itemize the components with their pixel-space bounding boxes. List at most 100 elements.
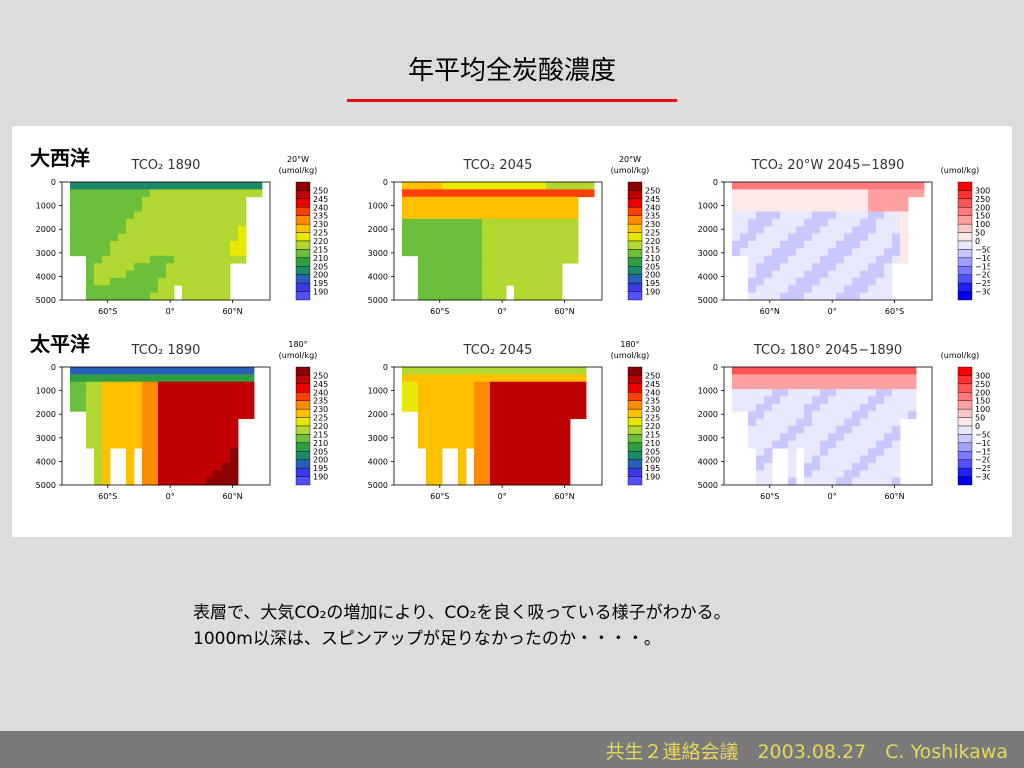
field-cell xyxy=(150,182,159,190)
field-cell xyxy=(134,426,143,434)
field-cell xyxy=(418,374,427,383)
field-cell xyxy=(828,448,837,456)
field-cell xyxy=(182,270,191,279)
field-cell xyxy=(756,381,765,390)
field-cell xyxy=(190,182,199,190)
field-cell xyxy=(418,233,427,242)
field-cell xyxy=(118,270,127,279)
field-cell xyxy=(788,241,797,249)
colorbar-label: −50 xyxy=(975,430,990,439)
field-cell xyxy=(142,367,151,375)
field-cell xyxy=(150,440,159,449)
field-cell xyxy=(402,218,411,227)
field-cell xyxy=(410,204,419,212)
field-cell xyxy=(780,226,789,235)
field-cell xyxy=(450,218,459,227)
field-cell xyxy=(852,196,861,205)
field-cell xyxy=(86,196,95,205)
section-label-pacific: 太平洋 xyxy=(30,332,90,356)
field-cell xyxy=(836,211,845,220)
field-cell xyxy=(772,440,781,449)
field-cell xyxy=(150,462,159,471)
field-cell xyxy=(900,403,909,412)
field-cell xyxy=(884,389,893,397)
field-cell xyxy=(142,211,151,220)
field-cell xyxy=(466,255,475,264)
field-cell xyxy=(230,211,239,220)
field-cell xyxy=(562,426,571,434)
field-cell xyxy=(206,418,215,427)
field-cell xyxy=(166,233,175,242)
field-cell xyxy=(222,462,231,471)
field-cell xyxy=(94,440,103,449)
field-cell xyxy=(788,255,797,264)
field-cell xyxy=(804,226,813,235)
field-cell xyxy=(538,211,547,220)
field-cell xyxy=(530,411,539,420)
field-cell xyxy=(554,433,563,442)
field-cell xyxy=(764,448,773,456)
colorbar-box xyxy=(627,198,643,208)
colorbar-box xyxy=(627,451,643,460)
field-cell xyxy=(732,389,741,397)
field-cell xyxy=(748,285,757,294)
field-cell xyxy=(868,403,877,412)
field-cell xyxy=(450,367,459,375)
field-cell xyxy=(182,196,191,205)
field-cell xyxy=(506,455,515,464)
field-cell xyxy=(562,381,571,390)
field-cell xyxy=(852,448,861,456)
field-cell xyxy=(780,374,789,383)
field-cell xyxy=(426,462,435,471)
field-cell xyxy=(586,182,595,190)
field-cell xyxy=(522,389,531,397)
field-cell xyxy=(908,374,917,383)
slide-title: 年平均全炭酸濃度 xyxy=(407,56,616,86)
field-cell xyxy=(102,255,111,264)
field-cell xyxy=(466,381,475,390)
colorbar-label: 2450 xyxy=(313,195,328,204)
field-cell xyxy=(804,477,813,486)
field-cell xyxy=(884,204,893,212)
field-cell xyxy=(892,448,901,456)
field-cell xyxy=(828,455,837,464)
field-cell xyxy=(812,389,821,397)
field-cell xyxy=(764,211,773,220)
field-cell xyxy=(836,426,845,434)
field-cell xyxy=(150,396,159,405)
field-cell xyxy=(78,374,87,383)
field-cell xyxy=(238,411,247,420)
field-cell xyxy=(150,411,159,420)
field-cell xyxy=(538,277,547,286)
field-cell xyxy=(562,440,571,449)
field-cell xyxy=(844,462,853,471)
field-cell xyxy=(740,241,749,249)
field-cell xyxy=(222,411,231,420)
field-cell xyxy=(466,241,475,249)
field-cell xyxy=(174,440,183,449)
field-cell xyxy=(426,470,435,479)
field-cell xyxy=(530,403,539,412)
field-cell xyxy=(418,248,427,257)
colorbar-box xyxy=(295,207,311,216)
field-cell xyxy=(190,263,199,271)
field-cell xyxy=(828,285,837,294)
field-cell xyxy=(732,204,741,212)
field-cell xyxy=(402,233,411,242)
field-cell xyxy=(852,470,861,479)
field-cell xyxy=(506,374,515,383)
field-cell xyxy=(458,381,467,390)
y-tick-label: 1000 xyxy=(36,202,56,211)
field-cell xyxy=(126,374,135,383)
field-cell xyxy=(78,248,87,257)
field-cell xyxy=(546,196,555,205)
field-cell xyxy=(482,248,491,257)
colorbar-box xyxy=(295,417,311,427)
field-cell xyxy=(174,270,183,279)
field-cell xyxy=(214,189,223,198)
field-cell xyxy=(780,433,789,442)
field-cell xyxy=(570,411,579,420)
field-cell xyxy=(900,396,909,405)
field-cell xyxy=(102,389,111,397)
y-tick-label: 3000 xyxy=(368,434,388,443)
